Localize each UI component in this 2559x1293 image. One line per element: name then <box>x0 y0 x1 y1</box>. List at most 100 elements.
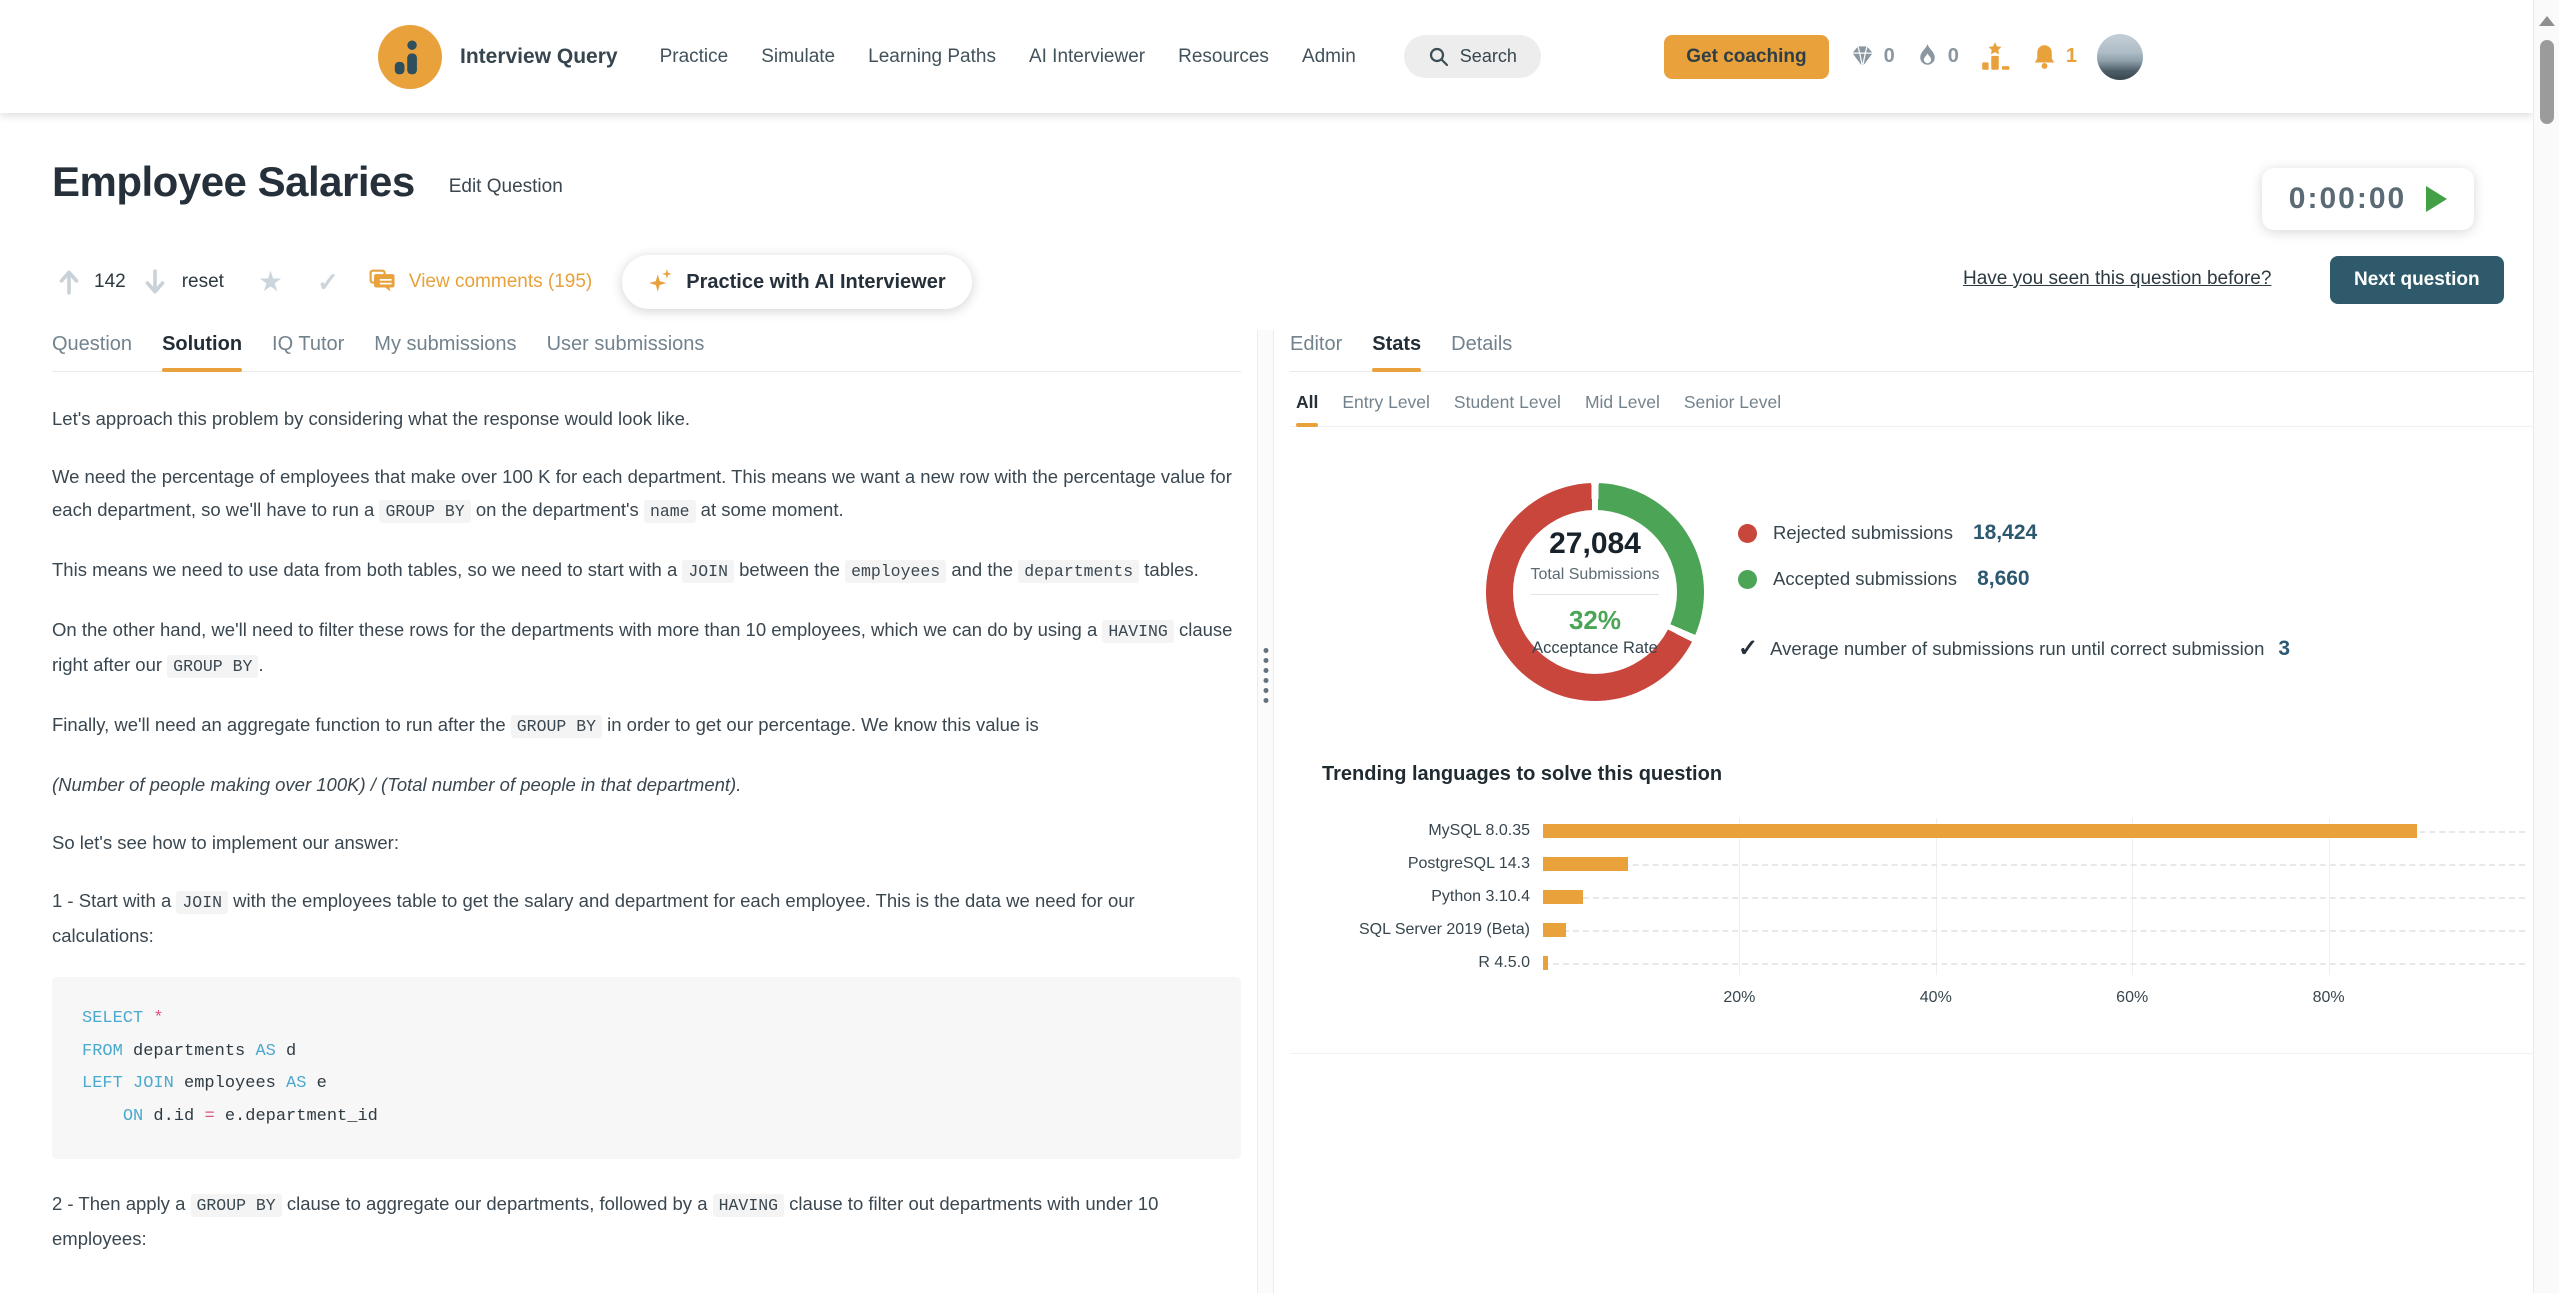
solution-paragraph: 2 - Then apply a GROUP BY clause to aggr… <box>52 1193 1159 1249</box>
languages-bar-chart: MySQL 8.0.35 PostgreSQL 14.3 Python 3.10.4… <box>1290 814 2533 1011</box>
bar <box>1543 823 2417 838</box>
bar <box>1543 922 1566 937</box>
nav-item-practice[interactable]: Practice <box>659 45 729 67</box>
acceptance-rate-label: Acceptance Rate <box>1532 638 1658 657</box>
right-tabs: Editor Stats Details <box>1290 330 2533 372</box>
bar <box>1543 856 1629 871</box>
brand-name[interactable]: Interview Query <box>460 44 618 68</box>
bar-label: PostgreSQL 14.3 <box>1407 854 1530 872</box>
bar-row: SQL Server 2019 (Beta) <box>1290 913 2533 946</box>
search-icon <box>1429 47 1448 66</box>
reset-vote-link[interactable]: reset <box>181 271 224 292</box>
bar-track <box>1543 913 2525 946</box>
divider-drag-handle-icon[interactable] <box>1263 648 1268 703</box>
level-tabs: All Entry Level Student Level Mid Level Seni… <box>1290 392 2533 427</box>
flame-icon <box>1919 44 1935 65</box>
podium-star-icon <box>1982 41 2010 70</box>
tab-editor[interactable]: Editor <box>1290 333 1343 355</box>
header: Employee Salaries Edit Question <box>52 158 563 206</box>
bar-label: Python 3.10.4 <box>1431 887 1530 905</box>
nav-item-ai-interviewer[interactable]: AI Interviewer <box>1028 45 1146 67</box>
tab-entry-level[interactable]: Entry Level <box>1342 392 1430 412</box>
legend-dot-icon <box>1738 523 1757 543</box>
timer-card: 0:00:00 <box>2262 168 2474 230</box>
seen-before-link[interactable]: Have you seen this question before? <box>1963 268 2272 289</box>
tab-solution[interactable]: Solution <box>162 333 242 372</box>
practice-ai-interviewer-button[interactable]: Practice with AI Interviewer <box>622 255 972 309</box>
check-icon: ✓ <box>1738 635 1759 662</box>
logo-bars-icon <box>394 40 417 74</box>
solution-paragraph: This means we need to use data from both… <box>52 559 1199 583</box>
comments-icon <box>369 269 395 292</box>
tab-student-level[interactable]: Student Level <box>1453 392 1561 412</box>
solution-paragraph: So let's see how to implement our answer… <box>52 832 399 853</box>
bar-row: Python 3.10.4 <box>1290 880 2533 913</box>
user-avatar[interactable] <box>2097 33 2143 80</box>
scroll-up-arrow-icon[interactable] <box>2538 16 2555 26</box>
axis-tick: 80% <box>2312 989 2345 1006</box>
notification-count: 1 <box>2065 45 2077 67</box>
bell-icon <box>2034 44 2055 69</box>
notifications[interactable]: 1 <box>2031 43 2077 71</box>
bar <box>1543 955 1548 970</box>
streak-count: 0 <box>1947 45 1959 67</box>
stats-bottom-border <box>1290 1053 2533 1054</box>
view-comments-link[interactable]: View comments (195) <box>369 269 592 295</box>
streak-counter[interactable]: 0 <box>1915 43 1959 70</box>
solution-content: Let's approach this problem by consideri… <box>52 402 1241 1255</box>
nav-menu: Practice Simulate Learning Paths AI Intervi… <box>660 46 1356 68</box>
tab-mid-level[interactable]: Mid Level <box>1584 392 1660 412</box>
legend-value: 8,660 <box>1977 567 2030 590</box>
edit-question-link[interactable]: Edit Question <box>448 176 563 198</box>
top-nav: Interview Query Practice Simulate Learning… <box>0 0 2533 113</box>
search-button[interactable]: Search <box>1403 35 1541 78</box>
leaderboard-link[interactable] <box>1979 41 2011 72</box>
tab-user-submissions[interactable]: User submissions <box>546 333 705 355</box>
timer-play-icon[interactable] <box>2426 186 2448 212</box>
tab-details[interactable]: Details <box>1451 333 1513 355</box>
get-coaching-button[interactable]: Get coaching <box>1664 34 1829 79</box>
tab-iq-tutor[interactable]: IQ Tutor <box>272 333 345 355</box>
interview-query-logo[interactable] <box>378 24 442 89</box>
tab-stats[interactable]: Stats <box>1372 333 1421 372</box>
nav-right: Get coaching 0 0 <box>1664 33 2143 80</box>
tab-my-submissions[interactable]: My submissions <box>374 333 517 355</box>
search-label: Search <box>1459 46 1517 66</box>
bar-label: R 4.5.0 <box>1478 953 1530 971</box>
gem-count: 0 <box>1883 45 1895 67</box>
tab-question[interactable]: Question <box>52 333 133 355</box>
bar-row: R 4.5.0 <box>1290 946 2533 979</box>
bar-track <box>1543 880 2525 913</box>
sparkles-icon <box>649 269 673 292</box>
arrow-up-icon <box>59 270 79 295</box>
nav-item-simulate[interactable]: Simulate <box>761 45 836 67</box>
legend-dot-icon <box>1738 569 1757 589</box>
bar-row: PostgreSQL 14.3 <box>1290 847 2533 880</box>
scrollbar-thumb[interactable] <box>2539 40 2554 124</box>
favorite-star-icon[interactable]: ★ <box>257 266 284 297</box>
solution-paragraph: We need the percentage of employees that… <box>52 466 1232 523</box>
practice-ai-label: Practice with AI Interviewer <box>686 270 946 293</box>
legend-label: Accepted submissions <box>1773 568 1958 589</box>
pane-divider <box>1257 330 1274 1293</box>
average-submissions-label: Average number of submissions run until … <box>1770 638 2265 659</box>
total-submissions-value: 27,084 <box>1549 526 1641 560</box>
nav-item-learning-paths[interactable]: Learning Paths <box>868 45 996 67</box>
upvote-button[interactable] <box>56 268 82 296</box>
nav-item-resources[interactable]: Resources <box>1178 45 1269 67</box>
downvote-button[interactable] <box>142 268 168 296</box>
bar-row: MySQL 8.0.35 <box>1290 814 2533 847</box>
axis-tick: 20% <box>1723 989 1756 1006</box>
tab-all[interactable]: All <box>1296 392 1319 427</box>
gems-counter[interactable]: 0 <box>1849 44 1895 69</box>
page-title: Employee Salaries <box>52 158 415 205</box>
nav-item-admin[interactable]: Admin <box>1301 45 1356 67</box>
average-submissions-value: 3 <box>2278 637 2291 660</box>
donut-legend: Rejected submissions 18,424 Accepted submi… <box>1738 483 2290 701</box>
content-panes: Question Solution IQ Tutor My submissions Us… <box>0 330 2533 1293</box>
next-question-button[interactable]: Next question <box>2330 256 2504 304</box>
donut-divider <box>1531 593 1659 595</box>
tab-senior-level[interactable]: Senior Level <box>1683 392 1782 412</box>
mark-solved-icon[interactable]: ✓ <box>317 267 339 297</box>
donut-chart: 27,084 Total Submissions 32% Acceptance … <box>1486 483 1704 701</box>
